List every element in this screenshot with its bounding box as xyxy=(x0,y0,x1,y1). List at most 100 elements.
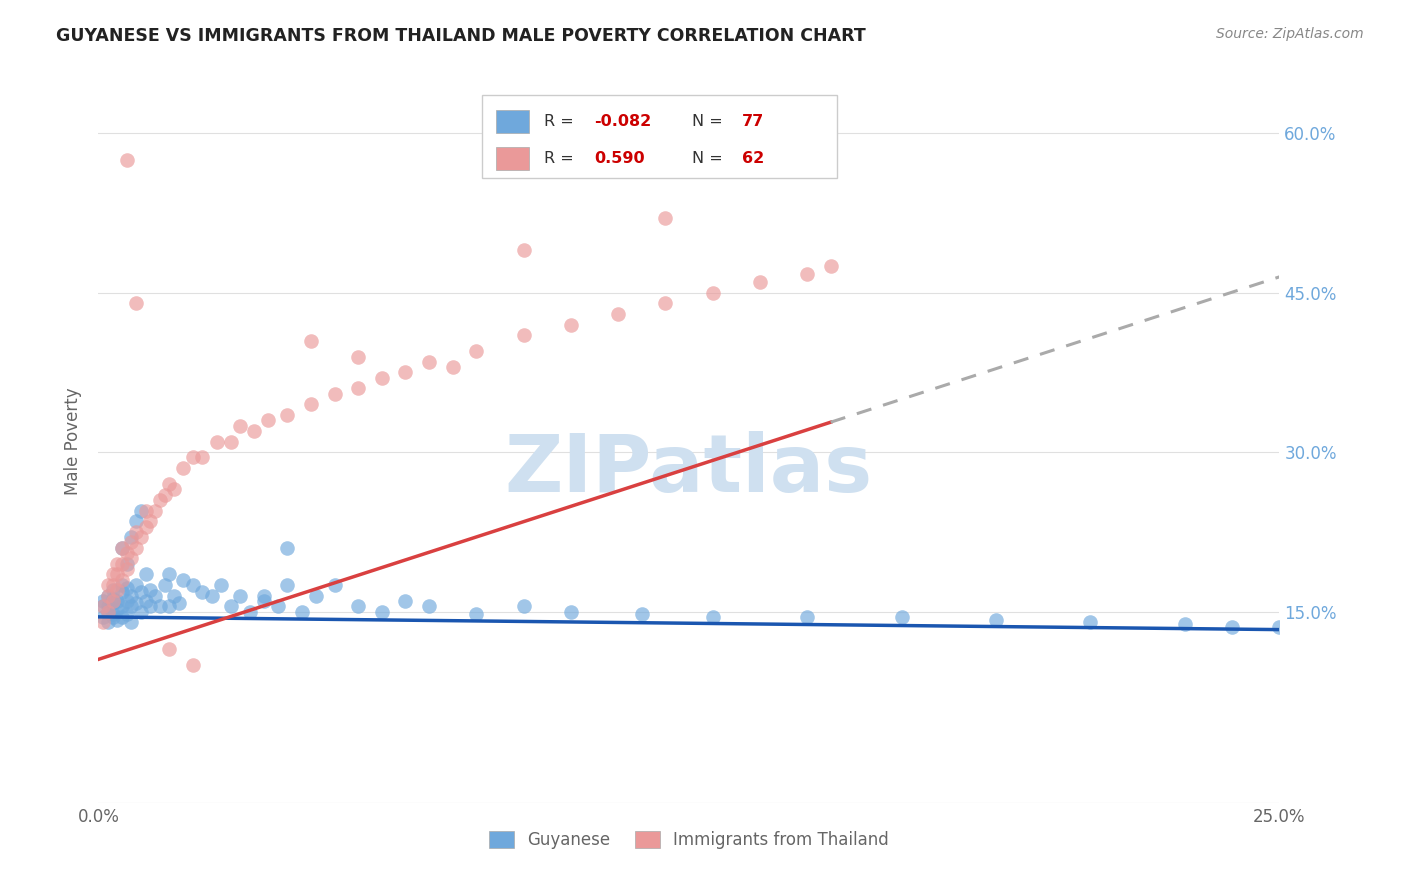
Point xyxy=(181,450,204,465)
Point xyxy=(371,605,394,619)
FancyBboxPatch shape xyxy=(482,95,837,178)
Point xyxy=(1220,620,1243,634)
Point xyxy=(984,613,1007,627)
Point xyxy=(97,599,120,614)
Point xyxy=(97,615,120,630)
Text: 0.590: 0.590 xyxy=(595,151,645,166)
Point xyxy=(201,589,224,603)
Point xyxy=(97,589,120,603)
Point xyxy=(125,541,148,555)
Point xyxy=(441,360,464,375)
Text: -0.082: -0.082 xyxy=(595,114,652,129)
Point xyxy=(153,488,176,502)
Point xyxy=(111,541,134,555)
Point xyxy=(111,599,134,614)
Point xyxy=(121,599,143,614)
Point xyxy=(111,610,134,624)
Point xyxy=(1174,617,1197,632)
Text: GUYANESE VS IMMIGRANTS FROM THAILAND MALE POVERTY CORRELATION CHART: GUYANESE VS IMMIGRANTS FROM THAILAND MAL… xyxy=(56,27,866,45)
Point xyxy=(654,211,676,226)
Point xyxy=(1268,620,1291,634)
Point xyxy=(418,355,440,369)
Point xyxy=(153,578,176,592)
Point xyxy=(149,599,172,614)
Point xyxy=(191,450,214,465)
Point xyxy=(512,244,534,258)
Point xyxy=(101,578,124,592)
Point xyxy=(135,594,157,608)
Point xyxy=(890,610,912,624)
Point xyxy=(91,610,114,624)
Point xyxy=(101,591,124,606)
Point xyxy=(512,328,534,343)
Point xyxy=(702,610,724,624)
FancyBboxPatch shape xyxy=(496,147,530,169)
Point xyxy=(97,605,120,619)
Point xyxy=(181,657,204,672)
Text: 62: 62 xyxy=(742,151,765,166)
Point xyxy=(111,541,134,555)
Point xyxy=(257,413,280,427)
Point xyxy=(299,334,322,348)
Point xyxy=(129,530,152,544)
Point xyxy=(135,567,157,582)
Point xyxy=(323,386,346,401)
Point xyxy=(181,578,204,592)
Text: ZIPatlas: ZIPatlas xyxy=(505,432,873,509)
Point xyxy=(253,589,276,603)
Point xyxy=(209,578,232,592)
Point xyxy=(139,514,162,528)
Point xyxy=(820,259,842,273)
Point xyxy=(111,557,134,571)
Point xyxy=(139,583,162,598)
Point xyxy=(97,578,120,592)
Point xyxy=(394,594,416,608)
FancyBboxPatch shape xyxy=(496,111,530,133)
Point xyxy=(394,366,416,380)
Text: N =: N = xyxy=(693,114,728,129)
Text: 77: 77 xyxy=(742,114,765,129)
Point xyxy=(157,567,180,582)
Point xyxy=(371,371,394,385)
Point xyxy=(796,267,818,281)
Point xyxy=(654,296,676,310)
Point xyxy=(115,562,138,576)
Point xyxy=(172,573,194,587)
Point xyxy=(465,344,488,359)
Point xyxy=(239,605,262,619)
Point xyxy=(115,546,138,560)
Point xyxy=(157,641,180,656)
Point xyxy=(135,519,157,533)
Text: Source: ZipAtlas.com: Source: ZipAtlas.com xyxy=(1216,27,1364,41)
Point xyxy=(163,483,186,497)
Point xyxy=(219,599,242,614)
Point xyxy=(97,589,120,603)
Point xyxy=(276,408,298,422)
Point xyxy=(101,607,124,621)
Point xyxy=(276,541,298,555)
Point xyxy=(157,599,180,614)
Point xyxy=(125,578,148,592)
Point xyxy=(105,583,128,598)
Point xyxy=(157,477,180,491)
Point xyxy=(139,599,162,614)
Point xyxy=(101,594,124,608)
Point xyxy=(172,461,194,475)
Point xyxy=(121,551,143,566)
Point xyxy=(105,602,128,616)
Text: R =: R = xyxy=(544,151,583,166)
Point xyxy=(91,594,114,608)
Point xyxy=(143,589,166,603)
Point xyxy=(299,397,322,411)
Point xyxy=(305,589,328,603)
Point xyxy=(129,503,152,517)
Point xyxy=(125,524,148,539)
Point xyxy=(115,607,138,621)
Point xyxy=(347,381,370,395)
Point xyxy=(630,607,652,621)
Point xyxy=(253,594,276,608)
Point xyxy=(129,605,152,619)
Point xyxy=(276,578,298,592)
Point xyxy=(91,599,114,614)
Point xyxy=(101,567,124,582)
